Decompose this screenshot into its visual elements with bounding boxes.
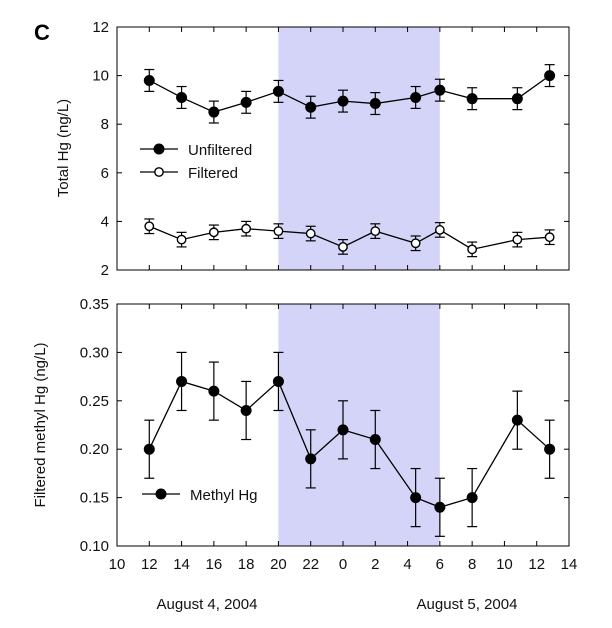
panel-letter: C (34, 20, 50, 45)
y-tick-label: 0.20 (80, 441, 109, 458)
y-tick-label: 0.35 (80, 296, 109, 313)
legend-label: Filtered (188, 165, 238, 182)
x-tick-label: 0 (339, 556, 347, 573)
y-tick-label: 0.30 (80, 344, 109, 361)
data-point (511, 93, 523, 105)
data-point (338, 242, 348, 252)
data-point (511, 414, 523, 426)
data-point (370, 226, 381, 237)
data-point (337, 424, 349, 436)
x-tick-label: 14 (173, 556, 190, 573)
data-point (240, 404, 252, 416)
data-point (544, 232, 555, 243)
x-tick-label: 10 (109, 556, 126, 573)
y-tick-label: 0.15 (80, 490, 109, 507)
x-tick-label: 6 (436, 556, 444, 573)
data-point (208, 106, 220, 118)
legend-marker (153, 143, 165, 155)
legend-label: Methyl Hg (190, 487, 258, 504)
data-point (176, 375, 188, 387)
shaded-region (278, 304, 440, 546)
x-tick-label: 16 (206, 556, 223, 573)
data-point (434, 501, 446, 513)
data-point (240, 96, 252, 108)
data-point (143, 443, 155, 455)
y-tick-label: 12 (92, 19, 109, 36)
x-tick-label: 22 (302, 556, 319, 573)
x-tick-label: 4 (403, 556, 411, 573)
data-point (272, 85, 284, 97)
total-hg-panel: 2 4 6 8 10 12 Total Hg (ng/L) Unfiltered Filtere… (55, 19, 570, 279)
data-point (512, 234, 523, 245)
y-tick-label: 4 (101, 213, 109, 230)
legend-marker (155, 488, 167, 500)
data-point (144, 221, 155, 232)
legend-marker (154, 167, 164, 177)
shaded-region (278, 27, 440, 270)
data-point (305, 453, 317, 465)
date-label-aug4: August 4, 2004 (157, 596, 258, 613)
data-point (369, 434, 381, 446)
x-tick-label: 2 (371, 556, 379, 573)
y-tick-label: 2 (101, 262, 109, 279)
y-tick-label: 8 (101, 116, 109, 133)
data-point (410, 91, 422, 103)
data-point (176, 234, 187, 245)
x-tick-label: 8 (468, 556, 476, 573)
x-tick-label: 20 (270, 556, 287, 573)
data-point (208, 385, 220, 397)
methyl-hg-panel: 10 12 14 16 18 20 22 0 2 4 6 8 10 12 14 0.10 0.15 0.20 0.2… (32, 296, 577, 573)
data-point (208, 227, 219, 238)
x-tick-label: 12 (141, 556, 158, 573)
data-point (176, 91, 188, 103)
data-point (305, 101, 317, 113)
x-tick-label: 14 (561, 556, 578, 573)
data-point (544, 443, 556, 455)
data-point (410, 238, 421, 249)
y-tick-label: 10 (92, 68, 109, 85)
data-point (337, 95, 349, 107)
data-point (466, 492, 478, 504)
data-point (544, 70, 556, 82)
y-axis-title: Filtered methyl Hg (ng/L) (32, 342, 49, 507)
data-point (272, 375, 284, 387)
data-point (369, 98, 381, 110)
data-point (305, 228, 316, 239)
y-tick-label: 0.10 (80, 538, 109, 555)
date-label-aug5: August 5, 2004 (417, 596, 518, 613)
data-point (143, 74, 155, 86)
legend-label: Unfiltered (188, 142, 252, 159)
data-point (273, 226, 284, 237)
y-tick-label: 6 (101, 165, 109, 182)
data-point (434, 225, 445, 235)
data-point (410, 492, 422, 504)
x-tick-label: 12 (528, 556, 545, 573)
data-point (241, 223, 252, 234)
data-point (434, 84, 446, 96)
data-point (467, 244, 478, 255)
y-axis-title: Total Hg (ng/L) (55, 99, 72, 197)
data-point (466, 93, 478, 105)
x-tick-label: 18 (238, 556, 255, 573)
y-tick-label: 0.25 (80, 393, 109, 410)
x-tick-label: 10 (496, 556, 513, 573)
